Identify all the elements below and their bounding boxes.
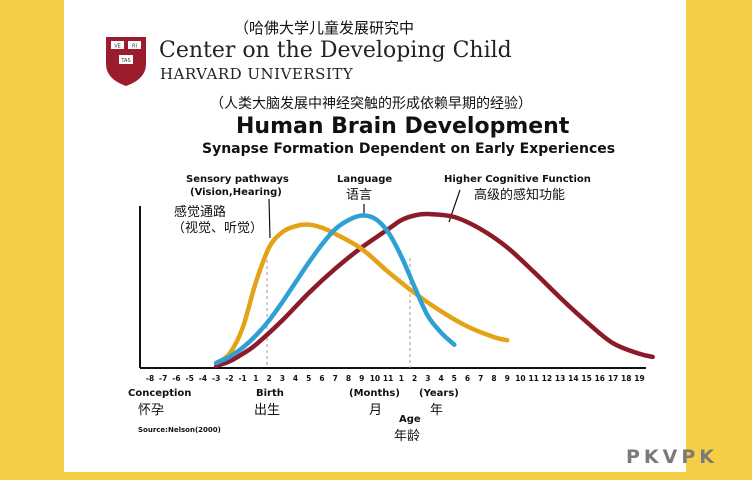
- x-tick-year: 12: [542, 374, 552, 383]
- birth-cn-label: 出生: [254, 403, 280, 418]
- sensory-pathways-curve: [213, 222, 510, 366]
- x-tick-month: -2: [225, 374, 233, 383]
- cognitive-label-en: Higher Cognitive Function: [444, 174, 591, 185]
- x-tick-year: 1: [399, 374, 404, 383]
- x-tick-year: 16: [595, 374, 605, 383]
- x-tick-month: -7: [159, 374, 167, 383]
- x-tick-month: 1: [253, 374, 258, 383]
- x-tick-month: 5: [306, 374, 311, 383]
- x-tick-month: 10: [370, 374, 380, 383]
- x-tick-year: 8: [491, 374, 496, 383]
- x-tick-month: -8: [146, 374, 154, 383]
- language-curve: [213, 213, 457, 366]
- x-tick-year: 10: [515, 374, 525, 383]
- x-tick-month: 7: [333, 374, 338, 383]
- chart-subtitle: Synapse Formation Dependent on Early Exp…: [202, 141, 615, 157]
- x-tick-year: 2: [412, 374, 417, 383]
- x-tick-month: 9: [359, 374, 364, 383]
- watermark-text: PKVPK: [626, 446, 719, 468]
- sensory-label-en-2: (Vision,Hearing): [190, 187, 282, 198]
- harvard-shield-logo: VE RI TAS: [106, 37, 146, 86]
- x-tick-year: 19: [634, 374, 644, 383]
- x-tick-year: 15: [581, 374, 591, 383]
- age-cn-label: 年龄: [394, 429, 420, 444]
- logo-word-1: VE: [114, 44, 121, 50]
- x-tick-year: 14: [568, 374, 578, 383]
- source-label: Source:Nelson(2000): [138, 426, 221, 434]
- x-tick-year: 17: [608, 374, 618, 383]
- x-tick-year: 9: [505, 374, 510, 383]
- x-tick-year: 5: [452, 374, 457, 383]
- language-label-en: Language: [337, 174, 392, 185]
- x-tick-year: 3: [425, 374, 430, 383]
- x-tick-month: -6: [172, 374, 180, 383]
- cognitive-label-cn: 高级的感知功能: [474, 187, 565, 203]
- x-tick-month: 3: [280, 374, 285, 383]
- x-tick-year: 18: [621, 374, 631, 383]
- conception-cn-label: 怀孕: [138, 403, 164, 418]
- x-tick-month: 6: [319, 374, 324, 383]
- years-label: (Years): [419, 388, 459, 399]
- university-name: HARVARD UNIVERSITY: [160, 65, 354, 83]
- x-tick-month: 2: [266, 374, 271, 383]
- age-label: Age: [399, 414, 421, 425]
- sensory-label-en-1: Sensory pathways: [186, 174, 289, 185]
- sensory-label-cn-1: 感觉通路: [174, 204, 226, 220]
- logo-word-3: TAS: [120, 58, 130, 64]
- language-label-cn: 语言: [346, 188, 372, 203]
- chart-cn-subtitle: （人类大脑发展中神经突触的形成依赖早期的经验）: [210, 96, 532, 112]
- x-tick-labels: -8 -7 -6 -5 -4 -3 -2 -1 1 2 3 4 5 6 7 8 9 10 11 1 2 3 4 5 6 7 8 9 10…: [146, 374, 645, 383]
- x-tick-year: 6: [465, 374, 470, 383]
- x-tick-month: -1: [238, 374, 246, 383]
- chart-title: Human Brain Development: [236, 114, 570, 139]
- cn-title: （哈佛大学儿童发展研究中: [234, 19, 414, 37]
- x-tick-month: 4: [293, 374, 298, 383]
- x-tick-year: 7: [478, 374, 483, 383]
- sensory-label-cn-2: （视觉、听觉）: [172, 221, 263, 236]
- x-tick-year: 4: [438, 374, 443, 383]
- x-tick-month: 11: [383, 374, 393, 383]
- x-tick-month: 8: [346, 374, 351, 383]
- higher-cognitive-function-curve: [213, 211, 655, 369]
- center-name: Center on the Developing Child: [159, 38, 512, 63]
- x-tick-year: 13: [555, 374, 565, 383]
- brain-development-figure: （哈佛大学儿童发展研究中 VE RI TAS Center on the Dev…: [106, 19, 655, 444]
- x-tick-month: -3: [212, 374, 220, 383]
- infographic-card: （哈佛大学儿童发展研究中 VE RI TAS Center on the Dev…: [64, 0, 686, 472]
- plot-series: [213, 211, 655, 369]
- months-cn-label: 月: [369, 403, 382, 418]
- sensory-pointer: [268, 198, 271, 239]
- birth-label: Birth: [256, 388, 284, 399]
- conception-label: Conception: [128, 388, 191, 399]
- x-tick-month: -4: [199, 374, 207, 383]
- x-tick-year: 11: [528, 374, 538, 383]
- x-tick-month: -5: [186, 374, 194, 383]
- years-cn-label: 年: [430, 403, 443, 418]
- months-label: (Months): [349, 388, 400, 399]
- logo-word-2: RI: [132, 44, 137, 50]
